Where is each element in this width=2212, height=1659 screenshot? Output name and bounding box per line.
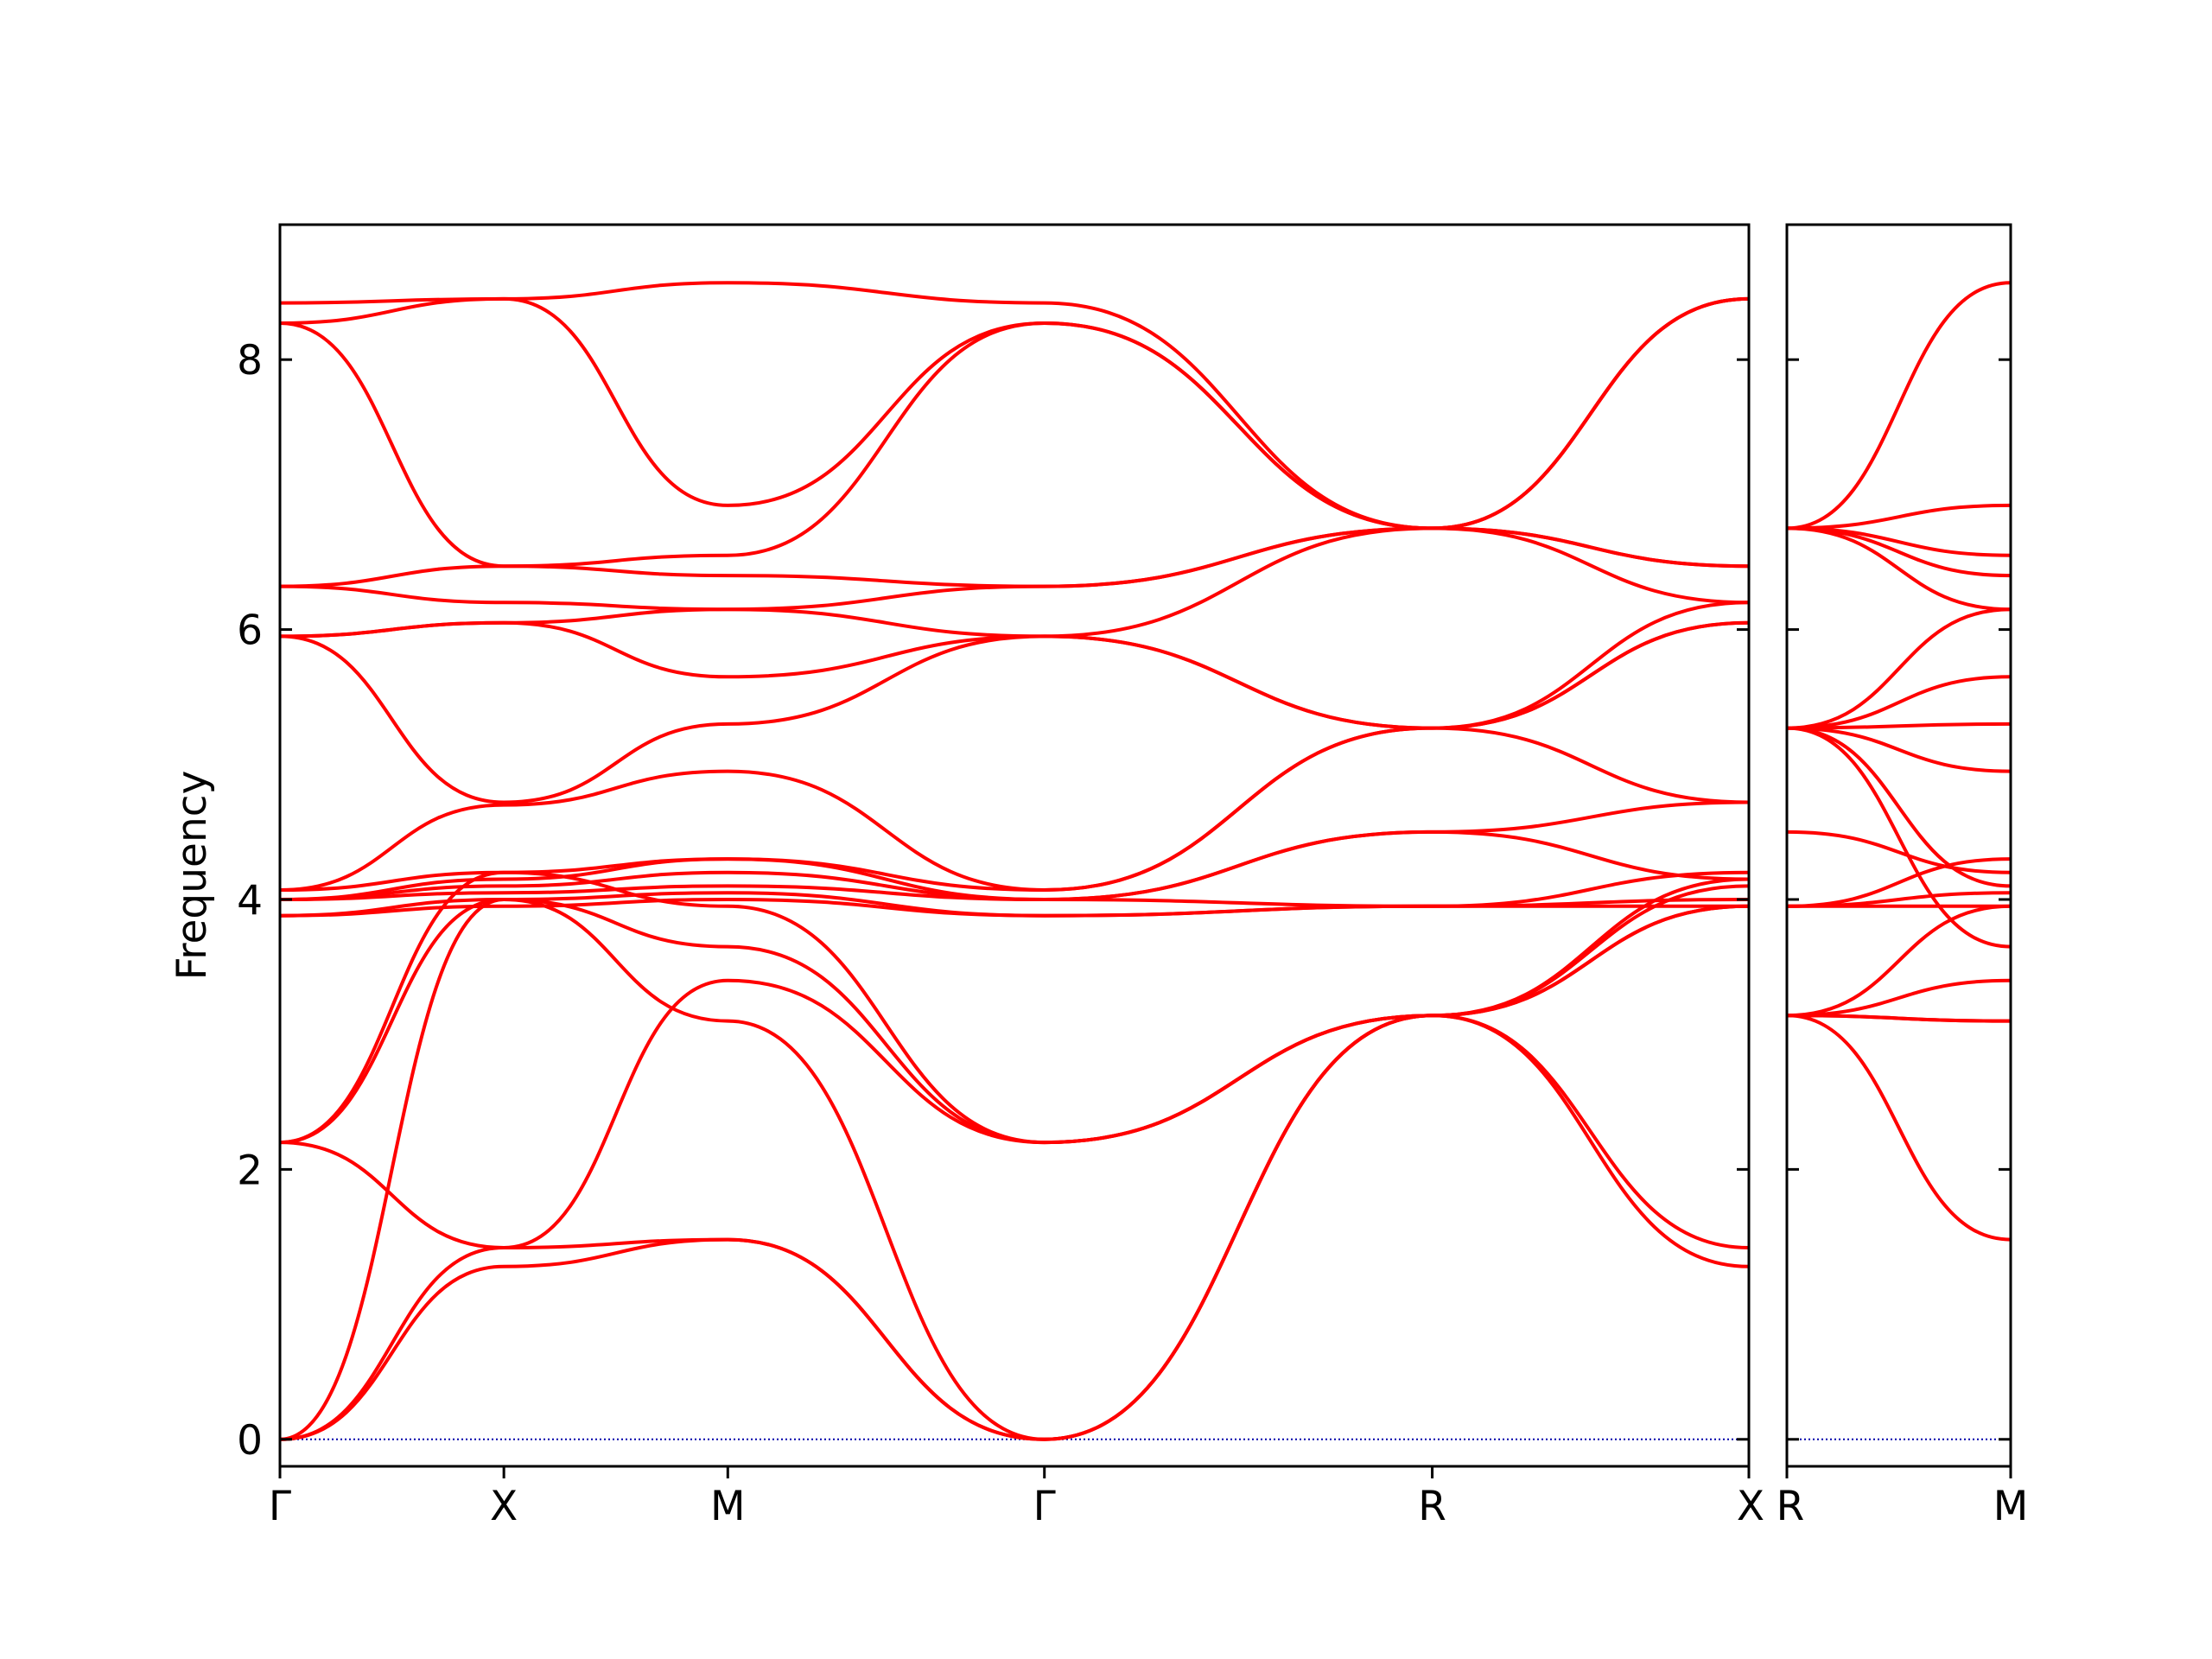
band-line-1-19 — [1786, 281, 2012, 531]
band-line-0-13 — [279, 620, 1750, 804]
band-line-0-10 — [279, 800, 1750, 901]
band-line-0-4 — [279, 870, 1750, 1145]
plot-frame — [1785, 223, 2012, 1468]
band-line-0-15 — [279, 526, 1750, 639]
x-tick-label-0-1: X — [490, 1483, 518, 1530]
x-tick-label-0-2: M — [710, 1483, 746, 1530]
plot-frame — [278, 223, 1751, 1468]
band-line-0-1 — [279, 1014, 1750, 1441]
band-line-1-11 — [1786, 726, 2012, 773]
band-line-0-12 — [279, 620, 1750, 892]
band-line-0-17 — [279, 526, 1750, 588]
x-tick-label-0-4: R — [1418, 1483, 1446, 1530]
band-line-1-8 — [1786, 857, 2012, 908]
band-line-1-7 — [1786, 830, 2012, 874]
band-line-0-19 — [279, 296, 1750, 531]
band-line-0-3 — [279, 904, 1750, 1249]
band-line-1-4 — [1786, 904, 2012, 1018]
band-line-0-18 — [279, 296, 1750, 569]
band-line-1-10 — [1786, 726, 2012, 888]
x-tick-label-0-3: Γ — [1033, 1483, 1056, 1530]
band-line-1-9 — [1786, 726, 2012, 949]
band-line-1-2 — [1786, 1014, 2012, 1023]
band-line-0-5 — [279, 877, 1750, 1145]
band-line-0-9 — [279, 870, 1750, 908]
y-axis-label: Frequency — [168, 771, 216, 981]
band-line-1-13 — [1786, 675, 2012, 730]
band-line-0-0 — [279, 1014, 1750, 1441]
y-tick-label-0: 0 — [237, 1417, 263, 1465]
band-line-0-7 — [279, 891, 1750, 918]
band-line-0-11 — [279, 726, 1750, 892]
y-tick-label-4: 4 — [237, 877, 263, 925]
x-tick-label-0-0: Γ — [269, 1483, 291, 1530]
x-tick-label-0-5: X — [1737, 1483, 1764, 1530]
band-line-1-17 — [1786, 526, 2012, 557]
y-tick-labels: 0 2 4 6 8 — [237, 337, 263, 1465]
band-line-0-20 — [279, 281, 1750, 531]
band-line-0-8 — [279, 830, 1750, 901]
y-tick-label-2: 2 — [237, 1147, 263, 1194]
band-line-1-12 — [1786, 721, 2012, 730]
x-tick-label-1-0: R — [1777, 1483, 1805, 1530]
band-line-1-14 — [1786, 607, 2012, 730]
x-tick-label-1-1: M — [1993, 1483, 2029, 1530]
band-line-0-2 — [279, 898, 1750, 1441]
band-line-1-0 — [1786, 1014, 2012, 1242]
y-tick-label-8: 8 — [237, 337, 263, 385]
band-line-1-3 — [1786, 978, 2012, 1018]
band-line-1-18 — [1786, 503, 2012, 531]
y-tick-label-6: 6 — [237, 607, 263, 655]
